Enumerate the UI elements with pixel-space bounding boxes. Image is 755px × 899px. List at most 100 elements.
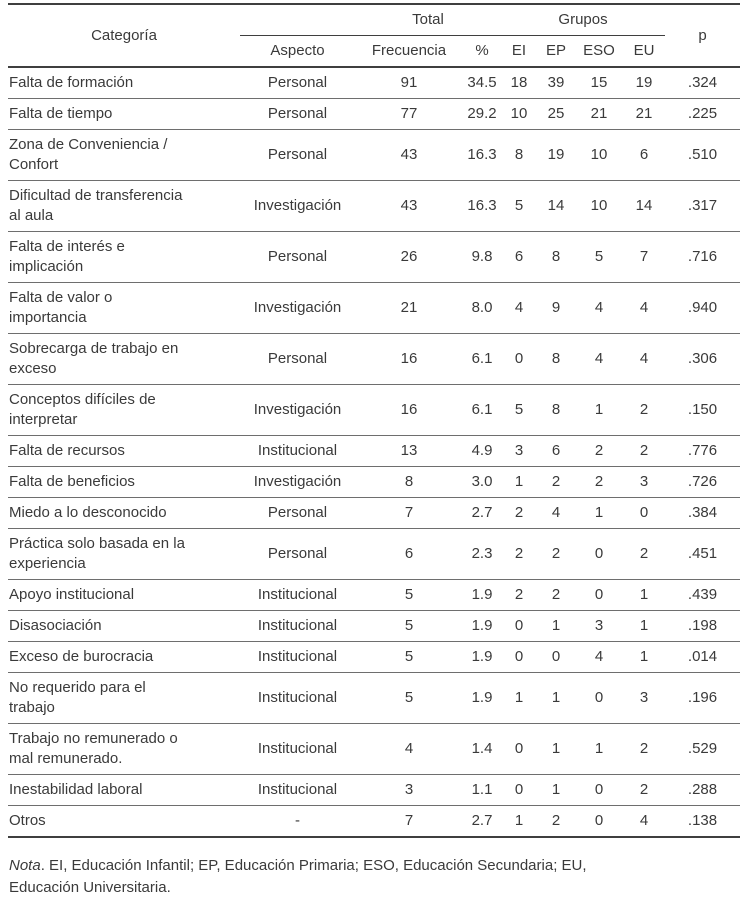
ep-cell: 0 [537, 641, 575, 673]
table-row: Falta de interés e implicación Personal … [8, 231, 741, 283]
eu-cell: 2 [623, 384, 666, 436]
category-cell: Apoyo institucional [8, 579, 240, 611]
eso-cell: 21 [575, 98, 623, 130]
eso-cell: 0 [575, 672, 623, 724]
category-cell: Práctica solo basada en la experiencia [8, 528, 240, 580]
header-aspecto: Aspecto [240, 35, 355, 68]
frequency-cell: 26 [355, 231, 463, 283]
frequency-cell: 43 [355, 129, 463, 181]
ep-cell: 9 [537, 282, 575, 334]
eso-cell: 2 [575, 435, 623, 467]
table-row: Otros - 7 2.7 1 2 0 4 .138 [8, 805, 741, 838]
frequency-cell: 5 [355, 610, 463, 642]
aspect-cell: Institucional [240, 579, 355, 611]
ep-cell: 1 [537, 723, 575, 775]
eso-cell: 1 [575, 384, 623, 436]
header-eu: EU [623, 35, 666, 68]
eso-cell: 0 [575, 528, 623, 580]
percent-cell: 6.1 [463, 384, 501, 436]
eu-cell: 1 [623, 610, 666, 642]
note-text: . EI, Educación Infantil; EP, Educación … [9, 857, 587, 896]
ep-cell: 1 [537, 774, 575, 806]
header-grupos: Grupos [501, 3, 666, 36]
p-cell: .776 [665, 435, 741, 467]
percent-cell: 9.8 [463, 231, 501, 283]
frequency-cell: 91 [355, 67, 463, 99]
percent-cell: 16.3 [463, 129, 501, 181]
table-row: No requerido para el trabajo Institucion… [8, 672, 741, 724]
eso-cell: 15 [575, 67, 623, 99]
percent-cell: 2.7 [463, 497, 501, 529]
ep-cell: 25 [537, 98, 575, 130]
p-cell: .324 [665, 67, 741, 99]
results-table: Categoría Total Grupos p Aspecto Frecuen… [8, 3, 741, 838]
table-row: Apoyo institucional Institucional 5 1.9 … [8, 579, 741, 611]
ei-cell: 0 [501, 610, 537, 642]
table-row: Falta de tiempo Personal 77 29.2 10 25 2… [8, 98, 741, 130]
aspect-cell: Personal [240, 497, 355, 529]
eu-cell: 6 [623, 129, 666, 181]
header-ei: EI [501, 35, 537, 68]
frequency-cell: 21 [355, 282, 463, 334]
table-row: Exceso de burocracia Institucional 5 1.9… [8, 641, 741, 673]
frequency-cell: 5 [355, 641, 463, 673]
header-row-groups: Categoría Total Grupos p [8, 3, 741, 68]
header-categoria: Categoría [8, 3, 240, 68]
category-cell: Falta de valor o importancia [8, 282, 240, 334]
frequency-cell: 13 [355, 435, 463, 467]
ei-cell: 5 [501, 384, 537, 436]
eso-cell: 0 [575, 805, 623, 838]
frequency-cell: 5 [355, 672, 463, 724]
percent-cell: 8.0 [463, 282, 501, 334]
table-row: Falta de beneficios Investigación 8 3.0 … [8, 466, 741, 498]
eso-cell: 1 [575, 723, 623, 775]
eu-cell: 7 [623, 231, 666, 283]
table-row: Falta de formación Personal 91 34.5 18 3… [8, 67, 741, 99]
header-row-columns: Aspecto Frecuencia % EI EP ESO EU [8, 35, 740, 68]
eu-cell: 2 [623, 435, 666, 467]
frequency-cell: 8 [355, 466, 463, 498]
ei-cell: 6 [501, 231, 537, 283]
aspect-cell: Investigación [240, 282, 355, 334]
p-cell: .288 [665, 774, 741, 806]
eu-cell: 4 [623, 333, 666, 385]
eso-cell: 4 [575, 641, 623, 673]
category-cell: Exceso de burocracia [8, 641, 240, 673]
ei-cell: 1 [501, 466, 537, 498]
eu-cell: 0 [623, 497, 666, 529]
percent-cell: 1.9 [463, 579, 501, 611]
p-cell: .384 [665, 497, 741, 529]
percent-cell: 1.4 [463, 723, 501, 775]
aspect-cell: Institucional [240, 641, 355, 673]
table-row: Miedo a lo desconocido Personal 7 2.7 2 … [8, 497, 741, 529]
aspect-cell: Investigación [240, 180, 355, 232]
category-cell: Zona de Conveniencia / Confort [8, 129, 240, 181]
category-cell: No requerido para el trabajo [8, 672, 240, 724]
header-aspecto-spacer [240, 3, 355, 36]
table-body: Falta de formación Personal 91 34.5 18 3… [8, 67, 741, 838]
category-cell: Sobrecarga de trabajo en exceso [8, 333, 240, 385]
aspect-cell: Institucional [240, 610, 355, 642]
ei-cell: 5 [501, 180, 537, 232]
percent-cell: 4.9 [463, 435, 501, 467]
category-cell: Falta de recursos [8, 435, 240, 467]
ep-cell: 8 [537, 333, 575, 385]
p-cell: .451 [665, 528, 741, 580]
aspect-cell: Investigación [240, 466, 355, 498]
category-cell: Conceptos difíciles de interpretar [8, 384, 240, 436]
eu-cell: 1 [623, 579, 666, 611]
p-cell: .726 [665, 466, 741, 498]
header-total: Total [355, 3, 501, 36]
percent-cell: 6.1 [463, 333, 501, 385]
p-cell: .716 [665, 231, 741, 283]
eso-cell: 1 [575, 497, 623, 529]
frequency-cell: 6 [355, 528, 463, 580]
ei-cell: 2 [501, 497, 537, 529]
p-cell: .014 [665, 641, 741, 673]
table-row: Práctica solo basada en la experiencia P… [8, 528, 741, 580]
ep-cell: 39 [537, 67, 575, 99]
table-row: Sobrecarga de trabajo en exceso Personal… [8, 333, 741, 385]
ei-cell: 2 [501, 579, 537, 611]
ep-cell: 2 [537, 466, 575, 498]
